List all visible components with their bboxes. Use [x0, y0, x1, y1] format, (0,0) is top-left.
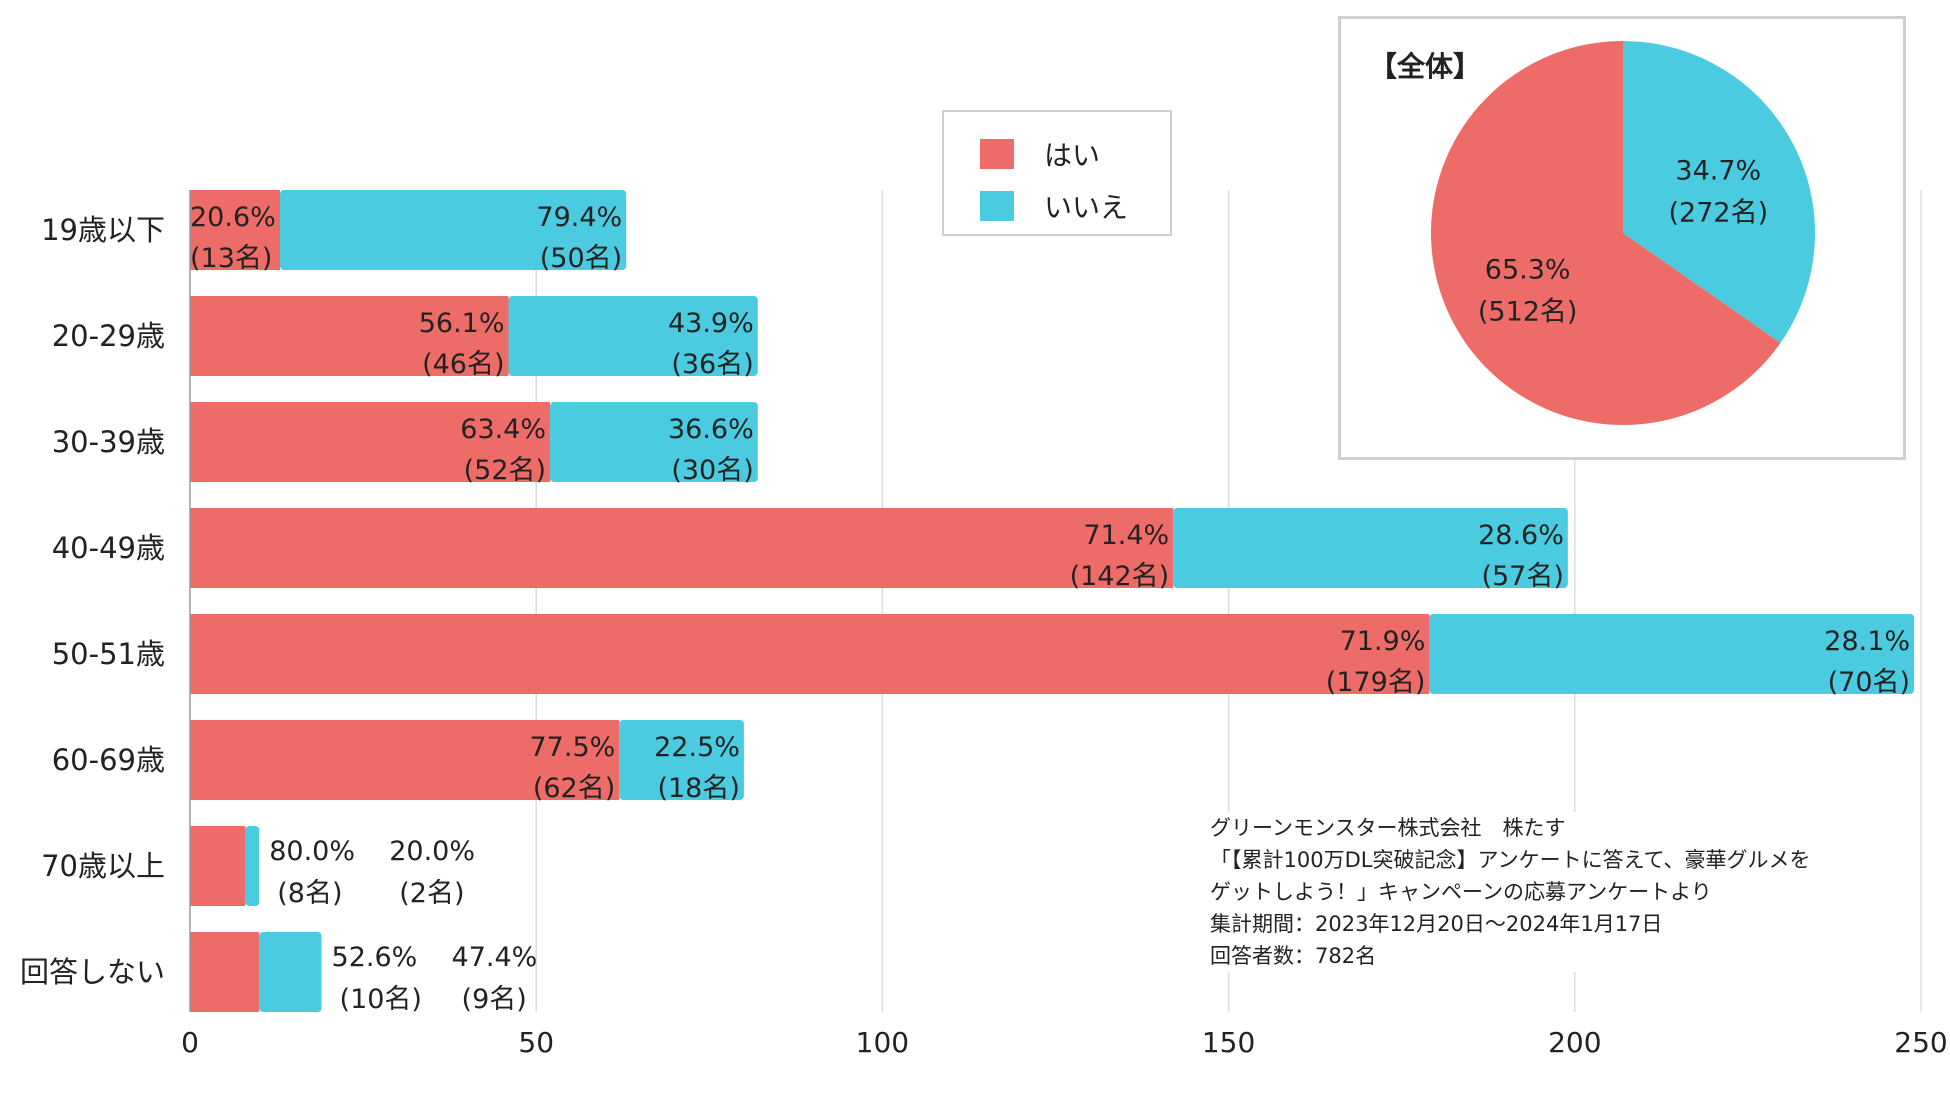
legend-item-yes: はい	[980, 134, 1100, 174]
legend-label-no: いいえ	[1044, 191, 1129, 224]
legend-item-no: いいえ	[980, 186, 1128, 226]
pie-slice-no	[1623, 41, 1815, 343]
data-label-no-count: (9名)	[462, 984, 527, 1015]
pie-label-count: (272名)	[1669, 197, 1769, 228]
data-label-no-percent: 79.4%	[536, 202, 622, 233]
data-label-no-count: (2名)	[399, 878, 464, 909]
x-tick-label: 200	[1548, 1026, 1601, 1059]
bar-yes	[190, 190, 281, 270]
data-label-yes-percent: 77.5%	[530, 732, 616, 763]
note-line-campaign-1: 「【累計100万DL突破記念】アンケートに答えて、豪華グルメを	[1210, 848, 1811, 872]
bar-no	[259, 932, 322, 1012]
bar-yes	[190, 826, 246, 906]
x-tick-label: 50	[518, 1026, 554, 1059]
bar-no	[280, 190, 627, 270]
data-label-no-percent: 22.5%	[654, 732, 740, 763]
pie-label-percent: 65.3%	[1485, 255, 1571, 286]
legend-swatch-no	[980, 191, 1014, 221]
note-line-period: 集計期間：2023年12月20日～2024年1月17日	[1210, 912, 1663, 936]
bar-marks: 20.6% (13名) 79.4% (50名) 56.1% (46名) 43.9% (36名)…	[190, 190, 1915, 1015]
bar-yes	[190, 614, 1430, 694]
legend: はい いいえ	[942, 110, 1172, 236]
bar-yes	[190, 932, 260, 1012]
data-label-no-count: (36名)	[671, 349, 753, 380]
x-tick-label: 0	[181, 1026, 199, 1059]
data-label-no-count: (70名)	[1828, 667, 1910, 698]
axis-labels: 0 50 100 150 200 250 19歳以下 20-29歳 30-39歳 40-49歳 50…	[20, 190, 1948, 1059]
data-label-no-percent: 20.0%	[389, 836, 475, 867]
data-label-yes-count: (179名)	[1326, 667, 1426, 698]
x-tick-label: 250	[1894, 1026, 1947, 1059]
bar-yes	[190, 296, 509, 376]
pie-label-percent: 34.7%	[1675, 155, 1761, 186]
bar-no	[1173, 508, 1568, 588]
data-label-yes-percent: 71.9%	[1340, 626, 1426, 657]
data-label-no-percent: 47.4%	[452, 942, 538, 973]
data-label-yes-count: (10名)	[340, 984, 422, 1015]
bar-no	[619, 720, 744, 800]
data-label-yes-percent: 63.4%	[460, 414, 546, 445]
bar-no	[508, 296, 758, 376]
bar-no	[550, 402, 758, 482]
pie-chart: 34.7% (272名) 65.3% (512名)	[1431, 41, 1815, 425]
category-label: 19歳以下	[41, 213, 165, 247]
overall-pie-panel: 【全体】 34.7% (272名) 65.3% (512名)	[1338, 16, 1906, 460]
data-label-yes-count: (52名)	[464, 455, 546, 486]
data-label-yes-percent: 80.0%	[269, 836, 355, 867]
category-label: 50-51歳	[52, 637, 165, 671]
data-label-yes-count: (62名)	[533, 773, 615, 804]
category-label: 60-69歳	[52, 743, 165, 777]
data-label-no-percent: 43.9%	[668, 308, 754, 339]
data-label-yes-percent: 52.6%	[332, 942, 418, 973]
data-label-no-percent: 36.6%	[668, 414, 754, 445]
bar-yes	[190, 720, 620, 800]
legend-label-yes: はい	[1044, 139, 1101, 172]
data-label-yes-percent: 56.1%	[419, 308, 505, 339]
data-label-yes-count: (46名)	[422, 349, 504, 380]
bar-no	[245, 826, 260, 906]
category-label: 20-29歳	[52, 319, 165, 353]
note-line-company: グリーンモンスター株式会社 株たす	[1210, 816, 1566, 840]
data-label-no-count: (18名)	[657, 773, 739, 804]
pie-title: 【全体】	[1369, 50, 1482, 83]
data-label-yes-count: (13名)	[190, 243, 272, 274]
note-line-campaign-2: ゲットしよう！」キャンペーンの応募アンケートより	[1210, 880, 1712, 904]
legend-swatch-yes	[980, 139, 1014, 169]
source-note: グリーンモンスター株式会社 株たす 「【累計100万DL突破記念】アンケートに答…	[1210, 812, 1910, 972]
data-label-no-count: (30名)	[671, 455, 753, 486]
category-label: 30-39歳	[52, 425, 165, 459]
data-label-no-percent: 28.6%	[1478, 520, 1564, 551]
data-label-no-count: (57名)	[1481, 561, 1563, 592]
bar-no	[1429, 614, 1915, 694]
pie-slice-yes	[1431, 41, 1781, 425]
data-label-yes-count: (8名)	[277, 878, 342, 909]
data-label-yes-count: (142名)	[1070, 561, 1170, 592]
category-label: 70歳以上	[41, 849, 165, 883]
x-tick-label: 150	[1202, 1026, 1255, 1059]
pie-label-count: (512名)	[1478, 297, 1578, 328]
x-tick-label: 100	[856, 1026, 909, 1059]
bar-yes	[190, 508, 1174, 588]
data-label-yes-percent: 20.6%	[190, 202, 276, 233]
note-line-respondents: 回答者数：782名	[1210, 944, 1377, 968]
data-label-no-count: (50名)	[540, 243, 622, 274]
data-label-yes-percent: 71.4%	[1083, 520, 1169, 551]
category-label: 回答しない	[20, 955, 165, 989]
data-label-no-percent: 28.1%	[1824, 626, 1910, 657]
bar-yes	[190, 402, 551, 482]
category-label: 40-49歳	[52, 531, 165, 565]
